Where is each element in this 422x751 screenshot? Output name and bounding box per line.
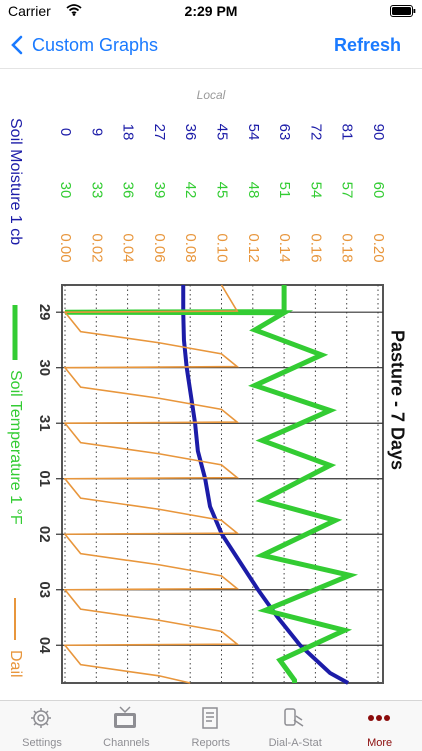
y-tick-label: 90 [370, 124, 387, 141]
clock: 2:29 PM [184, 3, 238, 19]
y-tick-label: 48 [245, 182, 262, 199]
y-tick-label: 45 [214, 124, 231, 141]
x-tick-label: 04 [36, 637, 53, 654]
y-tick-label: 54 [245, 124, 262, 141]
y-tick-label: 0.12 [245, 233, 262, 262]
y-tick-label: 42 [182, 182, 199, 199]
y-tick-label: 51 [276, 182, 293, 199]
y-tick-label: 30 [57, 182, 74, 199]
tab-icon [202, 707, 218, 729]
y-tick-label: 63 [276, 124, 293, 141]
legend-label: Soil Moisture 1 cb [7, 118, 24, 245]
tab-label: Settings [22, 737, 62, 749]
x-tick-label: 02 [36, 526, 53, 543]
refresh-button[interactable]: Refresh [333, 35, 401, 55]
series-line [64, 285, 359, 683]
chart: Pasture - 7 Days 29 30 31 01 02 03 04 0 9 18 27 36 4… [7, 118, 407, 685]
y-tick-label: 45 [214, 182, 231, 199]
y-tick-label: 54 [307, 182, 324, 199]
source-label: Local [196, 88, 226, 102]
y-tick-label: 36 [120, 182, 137, 199]
chart-area: Pasture - 7 Days 29 30 31 01 02 03 04 0 9 18 27 36 4… [0, 110, 422, 700]
back-chevron [11, 35, 23, 55]
carrier: Carrier [8, 3, 51, 19]
tab-label: Channels [103, 737, 150, 749]
y-tick-label: 0.20 [370, 233, 387, 262]
x-tick-label: 30 [36, 359, 53, 376]
y-tick-label: 72 [307, 124, 324, 141]
tab-item[interactable]: Settings [0, 701, 84, 751]
y-tick-label: 0.06 [151, 233, 168, 262]
tab-item[interactable]: Dial-A-Stat [253, 701, 337, 751]
y-tick-label: 0.16 [307, 233, 324, 262]
status-bar: Carrier 2:29 PM [0, 0, 422, 22]
x-tick-label: 31 [36, 415, 53, 432]
wifi-icon [66, 4, 82, 16]
tab-item[interactable]: Reports [169, 701, 253, 751]
series-line [63, 284, 240, 684]
x-tick-label: 01 [36, 470, 53, 487]
legend-label: Dail [7, 650, 24, 678]
y-tick-label: 0 [57, 128, 74, 136]
y-tick-label: 0.00 [57, 233, 74, 262]
y-tick-label: 81 [339, 124, 356, 141]
y-tick-label: 0.14 [276, 233, 293, 262]
plot-frame [61, 284, 384, 684]
battery-icon [390, 5, 416, 17]
tab-item[interactable]: Channels [84, 701, 168, 751]
y-tick-label: 0.08 [182, 233, 199, 262]
tab-icon [31, 708, 51, 728]
y-tick-label: 36 [182, 124, 199, 141]
x-tick-label: 29 [36, 304, 53, 321]
tab-label: More [367, 737, 393, 749]
y-tick-label: 9 [88, 128, 105, 136]
y-tick-label: 33 [88, 182, 105, 199]
y-tick-label: 57 [339, 182, 356, 199]
y-tick-label: 0.04 [120, 233, 137, 262]
tab-icon [284, 708, 304, 727]
tab-label: Reports [191, 737, 231, 749]
tab-icon [367, 715, 390, 721]
y-tick-label: 27 [151, 124, 168, 141]
tab-bar: Settings Channels Reports Dial-A-Stat More [0, 700, 422, 751]
y-tick-label: 18 [120, 124, 137, 141]
y-tick-label: 0.02 [88, 233, 105, 262]
legend-label: Soil Temperature 1 °F [7, 370, 24, 525]
y-tick-label: 60 [370, 182, 387, 199]
back-button[interactable]: Custom Graphs [10, 32, 158, 58]
x-tick-label: 03 [36, 581, 53, 598]
y-tick-label: 0.10 [214, 233, 231, 262]
tab-item[interactable]: More [338, 701, 422, 751]
back-label: Custom Graphs [32, 35, 159, 55]
tab-label: Dial-A-Stat [268, 737, 322, 749]
chart-title: Pasture - 7 Days [387, 330, 407, 470]
y-tick-label: 39 [151, 182, 168, 199]
navigation-bar: Custom Graphs Refresh [0, 22, 422, 69]
tab-icon [114, 706, 137, 728]
series-line [181, 285, 350, 685]
y-tick-label: 0.18 [339, 233, 356, 262]
